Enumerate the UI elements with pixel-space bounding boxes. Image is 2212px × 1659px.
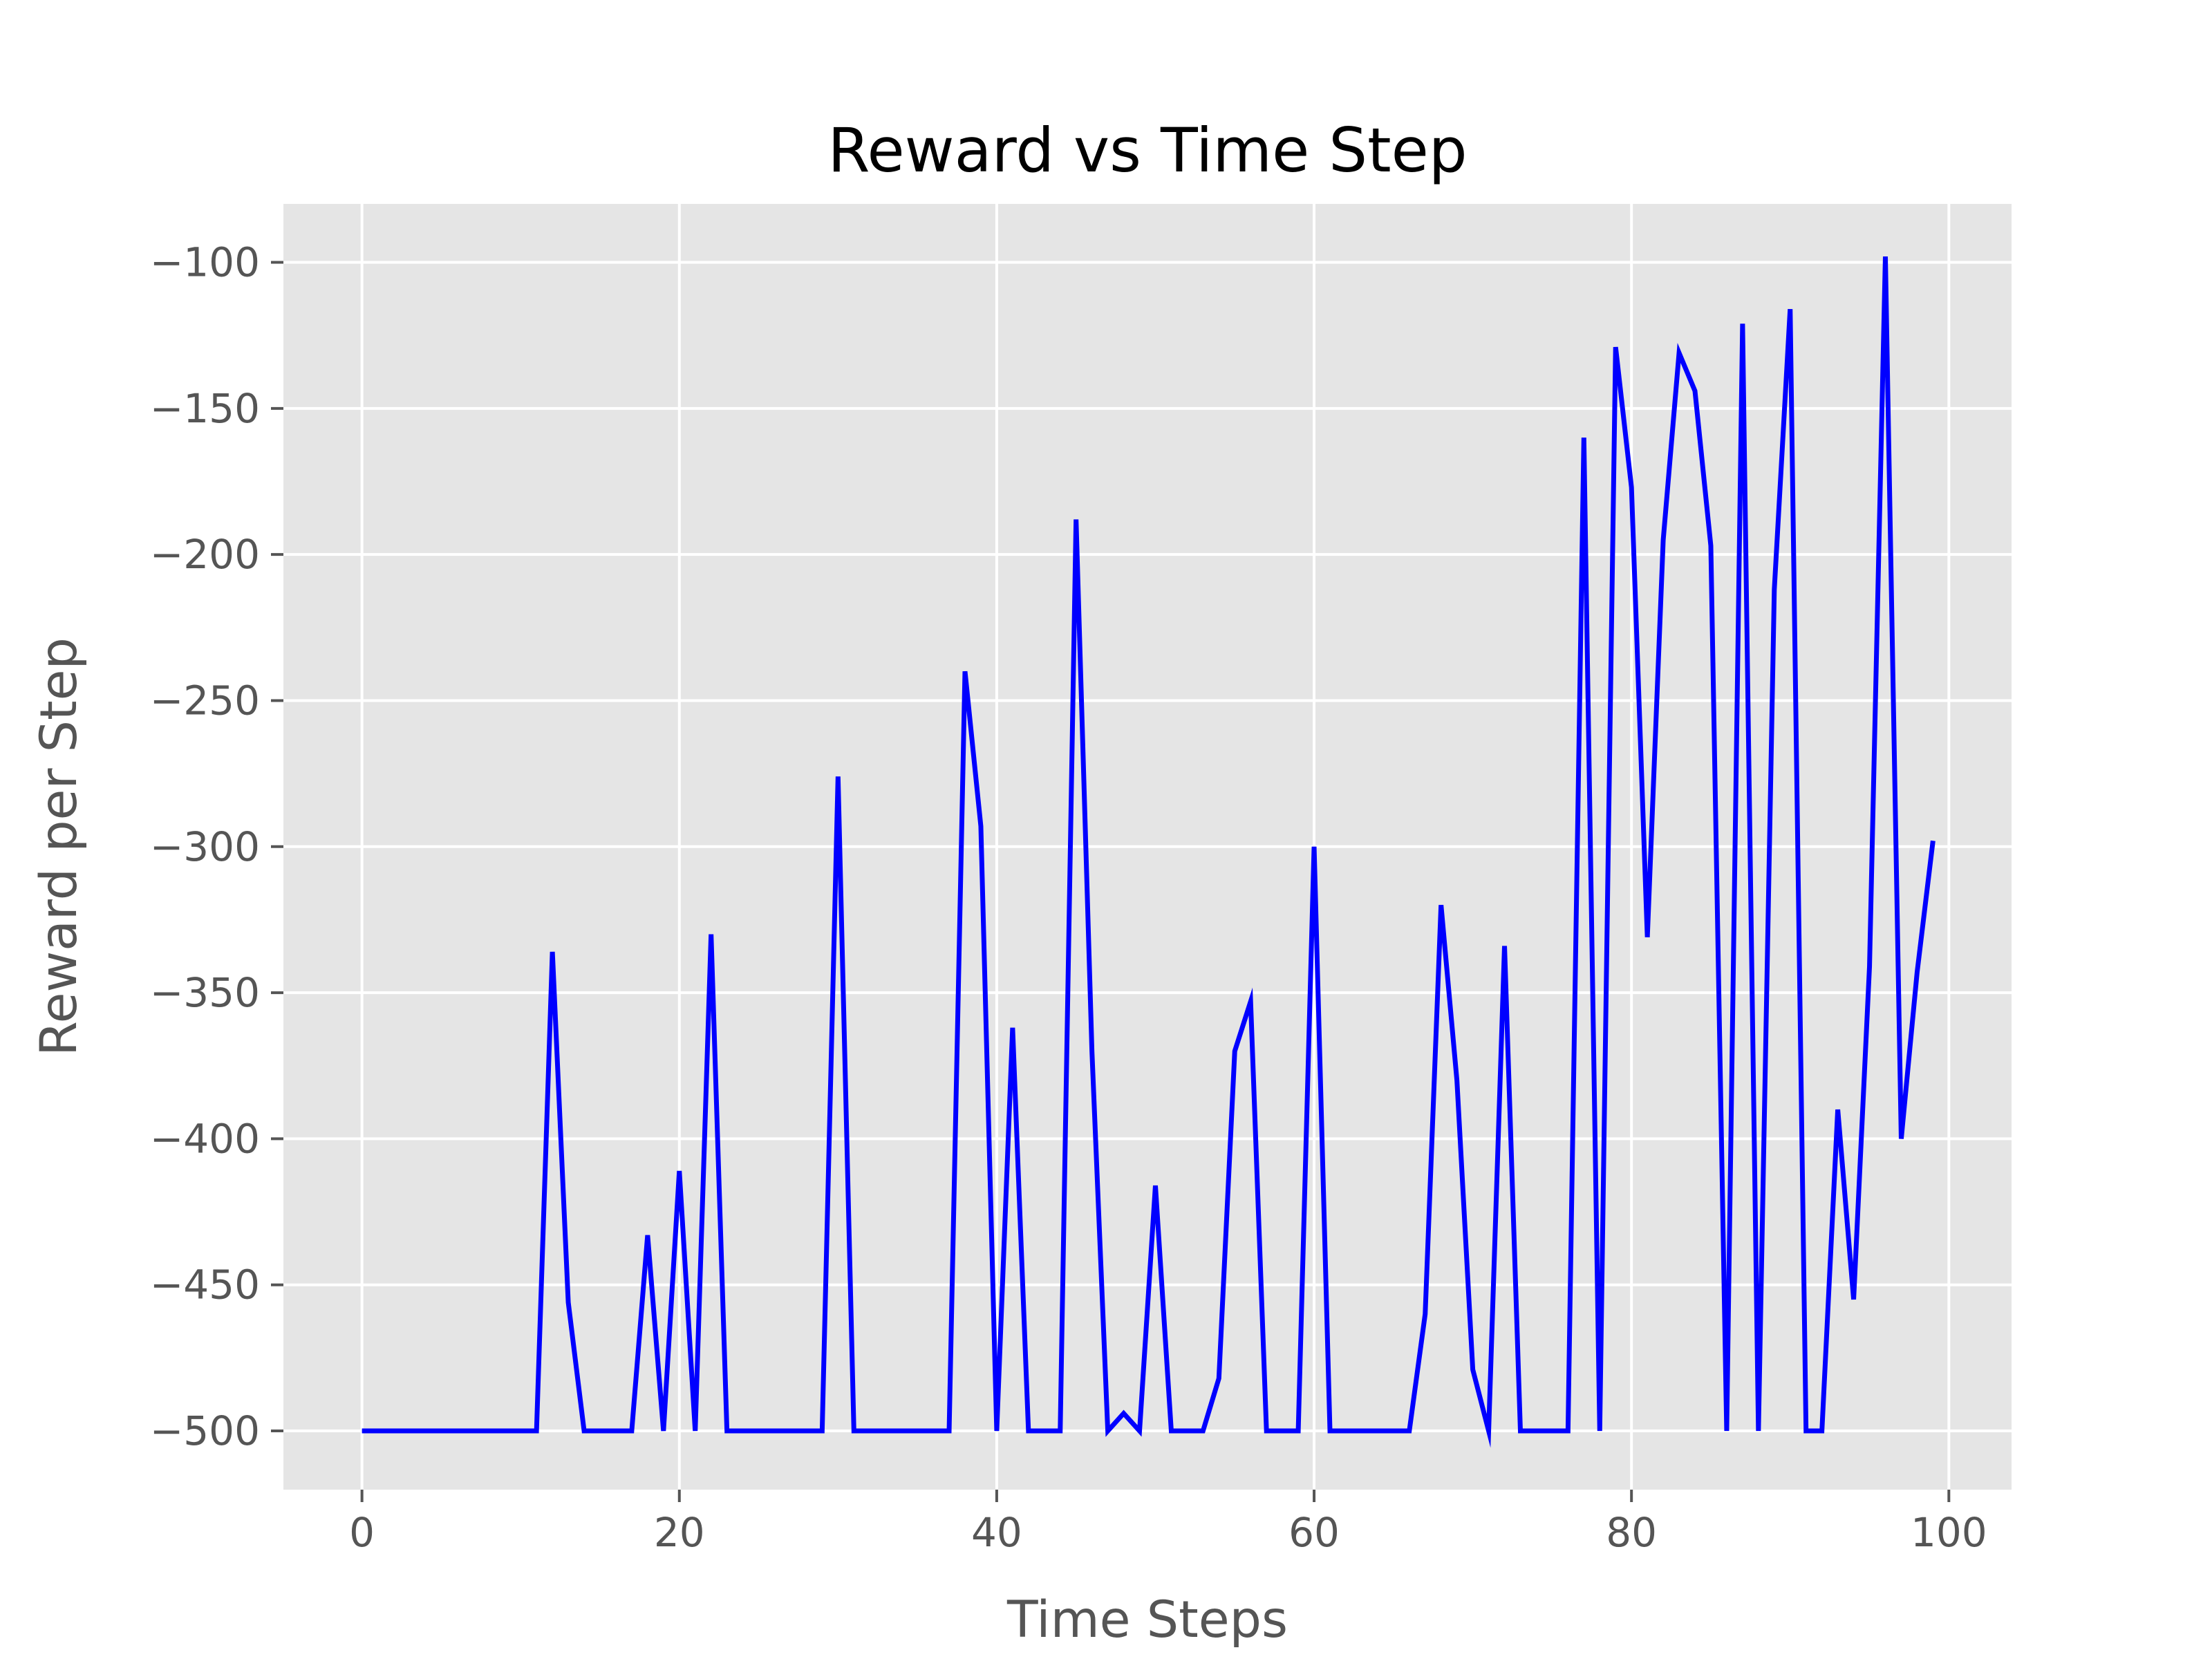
x-tick-label: 100 bbox=[1911, 1509, 1987, 1556]
y-tick-label: −350 bbox=[150, 969, 260, 1016]
y-tick-label: −200 bbox=[150, 531, 260, 578]
y-tick-label: −400 bbox=[150, 1115, 260, 1162]
y-tick-label: −150 bbox=[150, 385, 260, 432]
y-tick-label: −250 bbox=[150, 677, 260, 724]
x-axis-label: Time Steps bbox=[1006, 1591, 1288, 1649]
reward-series-line bbox=[362, 256, 1936, 1448]
x-tick-label: 80 bbox=[1606, 1509, 1657, 1556]
y-tick-label: −300 bbox=[150, 823, 260, 870]
y-tick-label: −500 bbox=[150, 1407, 260, 1454]
y-axis-ticks: −500 −450 −400 −350 −300 −250 −200 −150 −100 bbox=[150, 239, 283, 1454]
grid-lines bbox=[283, 204, 2012, 1490]
x-tick-label: 60 bbox=[1288, 1509, 1340, 1556]
series-layer bbox=[362, 256, 1936, 1448]
x-tick-label: 40 bbox=[971, 1509, 1022, 1556]
y-tick-label: −450 bbox=[150, 1262, 260, 1309]
chart-title: Reward vs Time Step bbox=[827, 115, 1467, 186]
x-tick-label: 20 bbox=[654, 1509, 705, 1556]
x-tick-label: 0 bbox=[349, 1509, 375, 1556]
y-tick-label: −100 bbox=[150, 239, 260, 286]
y-axis-label: Reward per Step bbox=[30, 637, 88, 1056]
x-axis-ticks: 0 20 40 60 80 100 bbox=[349, 1490, 1987, 1556]
